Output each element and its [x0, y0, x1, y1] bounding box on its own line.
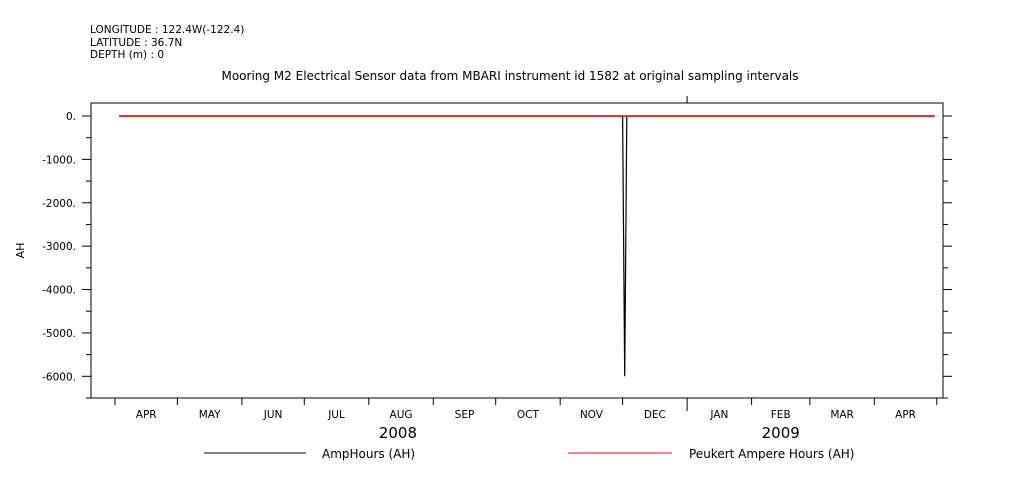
- x-tick-label: FEB: [771, 409, 791, 421]
- x-tick-label: DEC: [644, 409, 666, 421]
- y-tick-label: -2000.: [42, 198, 76, 210]
- y-axis-label: AH: [14, 243, 27, 259]
- y-tick-label: -5000.: [42, 328, 76, 340]
- x-tick-label: JUL: [327, 409, 345, 421]
- x-tick-label: MAR: [830, 409, 854, 421]
- y-tick-label: 0.: [66, 111, 76, 123]
- chart-title: Mooring M2 Electrical Sensor data from M…: [221, 69, 799, 83]
- x-tick-label: JUN: [263, 409, 283, 421]
- depth-label: DEPTH (m) : 0: [90, 49, 165, 61]
- plot-frame: [90, 102, 944, 399]
- x-tick-label: SEP: [455, 409, 475, 421]
- x-tick-label: OCT: [517, 409, 540, 421]
- x-tick-label: APR: [136, 409, 157, 421]
- latitude-label: LATITUDE : 36.7N: [90, 36, 183, 49]
- x-tick-label: JAN: [709, 409, 728, 421]
- legend-label: AmpHours (AH): [322, 447, 415, 461]
- x-tick-label: APR: [895, 409, 916, 421]
- legend-label: Peukert Ampere Hours (AH): [689, 447, 855, 461]
- x-tick-label: MAY: [199, 409, 221, 421]
- header-metadata: LONGITUDE : 122.4W(-122.4) LATITUDE : 36…: [90, 24, 244, 62]
- longitude-label: LONGITUDE : 122.4W(-122.4): [90, 24, 245, 36]
- series-line: [119, 115, 935, 377]
- x-tick-label: NOV: [580, 409, 604, 421]
- y-tick-label: -3000.: [42, 241, 76, 253]
- x-tick-label: AUG: [390, 409, 413, 421]
- x-year-label: 2009: [762, 424, 800, 442]
- y-tick-label: -6000.: [42, 371, 76, 383]
- y-tick-label: -1000.: [42, 154, 76, 166]
- y-tick-label: -4000.: [42, 285, 76, 297]
- x-year-label: 2008: [379, 424, 417, 442]
